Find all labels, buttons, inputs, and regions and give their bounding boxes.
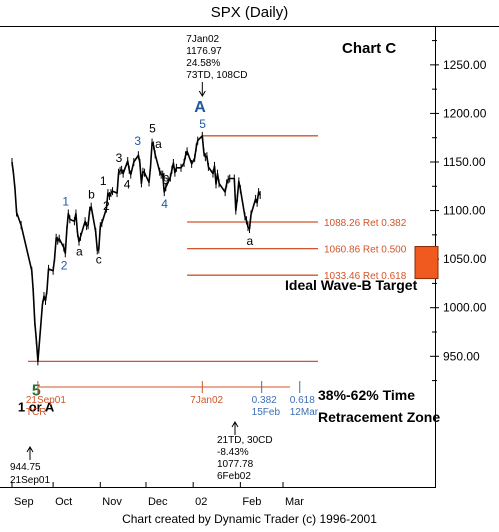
wave-label: b	[163, 171, 170, 185]
wave-label: c	[162, 173, 168, 187]
wave-label: 3	[134, 134, 141, 148]
chart-title: SPX (Daily)	[210, 4, 289, 21]
wave-label: 3	[116, 151, 123, 165]
time-zone-note-line-2: Retracement Zone	[318, 409, 441, 425]
target-zone-box	[414, 246, 439, 280]
time-zone-note-line-1: 38%-62% Time	[318, 387, 416, 403]
high-annotation-line: 24.58%	[186, 58, 220, 69]
x-tick-label: Oct	[55, 496, 72, 508]
retracement-label: 1033.46 Ret 0.618	[324, 271, 407, 282]
retracement-label: 1060.86 Ret 0.500	[324, 245, 407, 256]
wave-label: 1	[100, 174, 107, 188]
y-tick-label: 1100.00	[443, 204, 486, 218]
x-tick-label: Sep	[14, 496, 34, 508]
title-bar	[0, 0, 499, 27]
time-start-label: 21Sep01	[26, 395, 66, 406]
wave-label: a	[76, 245, 83, 259]
y-tick-label: 1050.00	[443, 252, 487, 266]
current-annotation-line: -8.43%	[217, 447, 249, 458]
wave-label: A	[194, 99, 206, 116]
footer-credit: Chart created by Dynamic Trader (c) 1996…	[122, 512, 377, 526]
wave-label: 5	[32, 382, 41, 399]
current-annotation-line: 1077.78	[217, 459, 254, 470]
high-annotation-line: 1176.97	[186, 46, 222, 57]
time-start-sublabel: TCR	[26, 407, 47, 418]
wave-label: 2	[61, 258, 68, 272]
x-tick-label: Feb	[242, 496, 261, 508]
wave-label: 1	[62, 194, 69, 208]
wave-label: b	[88, 188, 95, 202]
x-tick-label: Nov	[102, 496, 122, 508]
low-annotation-line: 944.75	[10, 462, 41, 473]
wave-label: 4	[124, 178, 131, 192]
y-tick-label: 1200.00	[443, 106, 487, 120]
wave-label: 1 or A	[18, 399, 55, 414]
x-tick-label: Mar	[285, 496, 304, 508]
x-tick-label: 02	[195, 496, 207, 508]
wave-label: c	[96, 252, 102, 266]
time-mid-label: 7Jan02	[190, 395, 223, 406]
low-annotation-arrowhead	[26, 446, 34, 453]
wave-label: 2	[103, 199, 110, 213]
current-annotation-line: 21TD, 30CD	[217, 435, 273, 446]
wave-label: a	[247, 234, 254, 248]
wave-label: a	[155, 137, 162, 151]
high-annotation-arrowhead	[198, 90, 206, 97]
high-annotation-line: 7Jan02	[186, 34, 219, 45]
low-annotation-line: 21Sep01	[10, 475, 50, 486]
y-tick-label: 1150.00	[443, 155, 486, 169]
retracement-label: 1088.26 Ret 0.382	[324, 218, 407, 229]
time-projection-date: 15Feb	[252, 407, 281, 418]
time-projection-ratio: 0.382	[252, 395, 277, 406]
chart-label: Chart C	[342, 40, 397, 57]
wave-label: 4	[161, 197, 168, 211]
wave-label: 5	[199, 117, 206, 131]
wave-label: 5	[149, 122, 156, 136]
high-annotation-line: 73TD, 108CD	[186, 70, 247, 81]
target-zone-label: Ideal Wave-B Target	[285, 277, 418, 293]
time-projection-date: 12Mar	[290, 407, 319, 418]
y-tick-label: 1000.00	[443, 301, 487, 315]
y-tick-label: 1250.00	[443, 58, 487, 72]
current-annotation-arrowhead	[231, 421, 239, 428]
y-tick-label: 950.00	[443, 349, 480, 363]
time-projection-ratio: 0.618	[290, 395, 315, 406]
current-annotation-line: 6Feb02	[217, 471, 251, 482]
x-tick-label: Dec	[148, 496, 168, 508]
